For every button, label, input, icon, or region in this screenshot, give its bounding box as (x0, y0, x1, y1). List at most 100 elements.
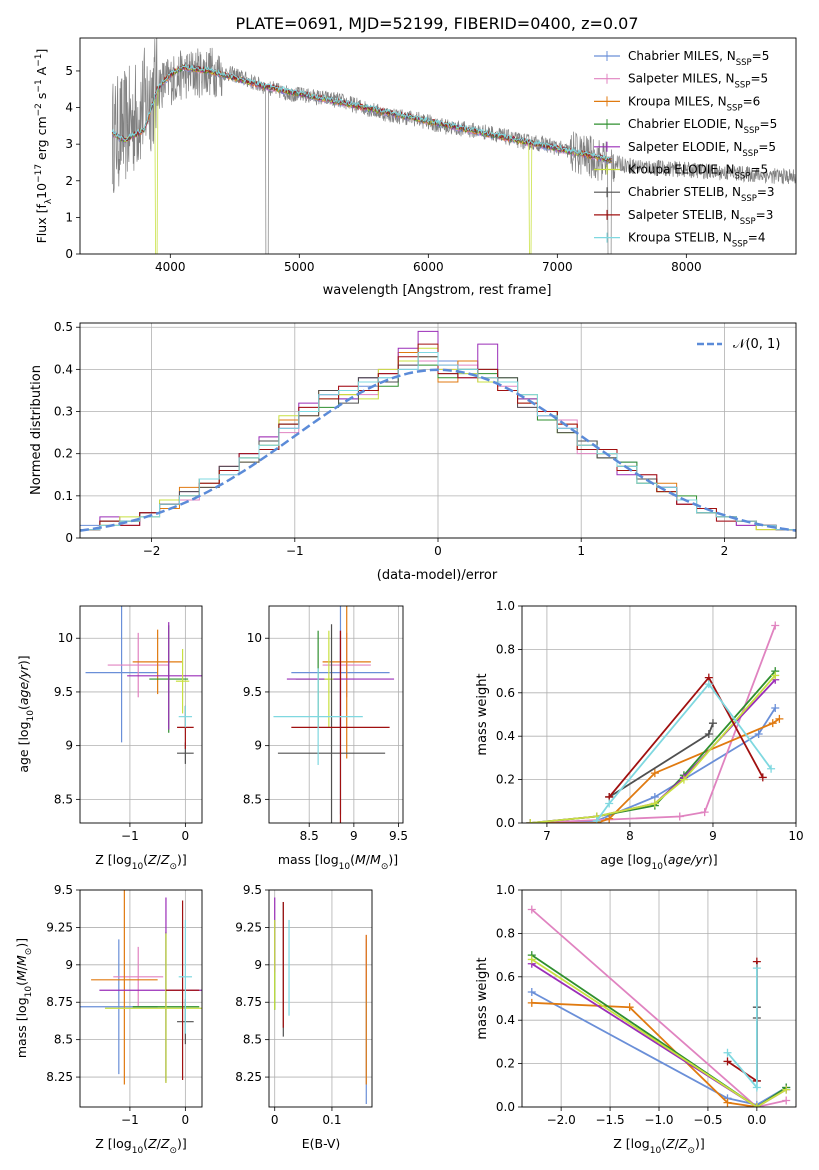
plus-marker (679, 775, 688, 784)
y-tick-label: 9.5 (54, 883, 73, 897)
errorbar-point (104, 933, 202, 1084)
mass-weight-line (531, 991, 787, 1106)
y-tick-label: 0.0 (496, 816, 515, 830)
legend-label: Salpeter MILES, NSSP=5 (628, 72, 768, 91)
plus-marker (723, 1057, 732, 1066)
y-tick-label: 8.25 (235, 1070, 262, 1084)
x-tick-label: 9 (709, 829, 717, 843)
x-tick-label: −2 (143, 544, 161, 558)
y-tick-label: 0.6 (496, 686, 515, 700)
y-tick-label: 0.4 (496, 1013, 515, 1027)
mass-weight-line (530, 718, 780, 823)
y-tick-label: 8.5 (243, 1033, 262, 1047)
legend-label: Chabrier ELODIE, NSSP=5 (628, 117, 777, 136)
x-tick-label: 0 (271, 1113, 279, 1127)
y-tick-label: 1 (65, 210, 73, 224)
spectrum-legend: Chabrier MILES, NSSP=5 Salpeter MILES, NS… (594, 49, 777, 250)
x-tick-label: 8000 (671, 260, 702, 274)
plus-marker (675, 812, 684, 821)
x-tick-label: 0.0 (747, 1113, 766, 1127)
y-tick-label: 0.8 (496, 926, 515, 940)
y-tick-label: 5 (65, 64, 73, 78)
plus-marker (775, 714, 784, 723)
plus-marker (704, 730, 713, 739)
x-tick-label: 0.1 (322, 1113, 341, 1127)
errorbar-point (113, 946, 164, 1007)
mass-weight-line (595, 682, 772, 822)
plus-marker (700, 808, 709, 817)
axes-mass_weight_vs_z: −2.0 −1.5 −1.0 −0.5 0.0 0.0 0.2 0.4 0.6 0.8 1.0 (496, 883, 796, 1127)
axes-age_vs_z: −1 0 8.5 9 9.5 10 (54, 606, 202, 843)
legend-label: Kroupa STELIB, NSSP=4 (628, 231, 766, 250)
y-tick-label: 2 (65, 174, 73, 188)
x-tick-label: 9 (350, 829, 358, 843)
axes-residuals: −2 −1 0 1 2 0 0.1 0.2 0.3 0.4 0.5 (54, 320, 796, 558)
x-tick-label: −1 (121, 1113, 139, 1127)
y-tick-label: 0.2 (54, 447, 73, 461)
histogram-step-kroupa-stelib (80, 352, 796, 531)
model-spectrum-line (111, 63, 612, 161)
y-tick-label: 0.8 (496, 642, 515, 656)
errorbar-point (91, 890, 158, 1085)
legend-label: Salpeter ELODIE, NSSP=5 (628, 140, 776, 159)
plus-marker (526, 819, 535, 823)
plus-marker (752, 964, 761, 973)
x-tick-label: 8 (626, 829, 634, 843)
x-tick-label: −1.0 (644, 1113, 673, 1127)
mass_weight_vs_z-series (527, 905, 791, 1107)
plus-marker (767, 764, 776, 773)
normal-curve-line (80, 368, 796, 532)
spectrum-frame (79, 37, 797, 255)
plus-marker (752, 1083, 761, 1092)
residuals-frame (79, 322, 797, 539)
spectrum-series (111, 38, 796, 254)
age_vs_z-frame (79, 605, 203, 824)
mass_weight_vs_age-frame (521, 605, 797, 824)
y-tick-label: 0.0 (496, 1100, 515, 1114)
age-vs-z-ylabel: age [log10(age/yr)] (16, 655, 36, 772)
axes-spectrum: 4000 5000 6000 7000 8000 0 1 2 3 4 5 (65, 64, 701, 274)
x-tick-label: −1 (286, 544, 304, 558)
plus-marker (771, 703, 780, 712)
mass-vs-z-xlabel: Z [log10(Z/Z⊙)] (95, 1136, 187, 1156)
y-tick-label: 9.25 (46, 920, 73, 934)
x-tick-label: 0 (182, 1113, 190, 1127)
y-tick-label: 0 (65, 247, 73, 261)
plus-marker (527, 955, 536, 964)
x-tick-label: 9.5 (389, 829, 408, 843)
x-tick-label: 1 (577, 544, 585, 558)
y-tick-label: 3 (65, 137, 73, 151)
mass_vs_z-points (80, 890, 202, 1085)
errorbar-point (273, 668, 363, 765)
y-tick-label: 8.5 (243, 792, 262, 806)
y-tick-label: 9.5 (243, 883, 262, 897)
mass_weight_vs_age-series (526, 621, 784, 823)
x-tick-label: 5000 (284, 260, 315, 274)
age_vs_mass-points (273, 606, 395, 823)
mass_vs_ebv-points (274, 897, 367, 1105)
figure-title: PLATE=0691, MJD=52199, FIBERID=0400, z=0… (235, 14, 638, 33)
y-tick-label: 9.5 (243, 685, 262, 699)
plus-marker (527, 987, 536, 996)
errorbar-point (175, 648, 190, 714)
y-tick-label: 9 (254, 739, 262, 753)
y-tick-label: 0.4 (496, 729, 515, 743)
legend-label: Salpeter STELIB, NSSP=3 (628, 208, 773, 227)
residuals-ylabel: Normed distribution (29, 365, 44, 495)
mass-weight-line (727, 961, 758, 1083)
mass-vs-ebv-xlabel: E(B-V) (302, 1136, 341, 1151)
mass-weight-line (531, 958, 787, 1107)
plus-marker (605, 814, 614, 823)
x-tick-label: −1.5 (596, 1113, 625, 1127)
errorbar-point (178, 705, 193, 728)
y-tick-label: 9.5 (54, 685, 73, 699)
model-spectrum-line (111, 63, 612, 254)
y-tick-label: 8.5 (54, 792, 73, 806)
errorbar-point (127, 622, 202, 730)
plus-marker (650, 799, 659, 808)
y-tick-label: 10 (247, 631, 262, 645)
mass_weight_vs_z-frame (521, 889, 797, 1108)
plus-marker (527, 905, 536, 914)
plus-marker (771, 621, 780, 630)
